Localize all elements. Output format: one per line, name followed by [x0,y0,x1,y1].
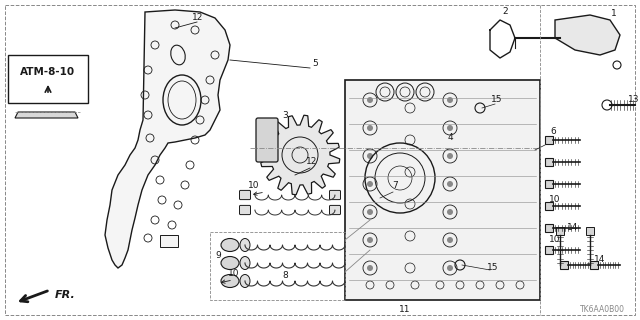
FancyBboxPatch shape [590,261,598,269]
Circle shape [447,181,453,187]
Circle shape [367,181,373,187]
FancyBboxPatch shape [256,118,278,162]
FancyBboxPatch shape [586,227,594,235]
Text: 8: 8 [282,270,288,279]
Circle shape [367,97,373,103]
Circle shape [367,237,373,243]
FancyBboxPatch shape [545,180,553,188]
Polygon shape [15,112,78,118]
FancyBboxPatch shape [545,136,553,144]
Circle shape [367,153,373,159]
Text: 3: 3 [282,110,288,119]
Text: 6: 6 [550,126,556,135]
Text: 10: 10 [549,196,561,204]
Ellipse shape [221,257,239,269]
Circle shape [447,209,453,215]
Text: 14: 14 [567,223,579,233]
Ellipse shape [221,275,239,287]
FancyBboxPatch shape [330,205,340,215]
Text: ATM-8-10: ATM-8-10 [20,67,76,77]
Polygon shape [555,15,620,55]
FancyBboxPatch shape [556,227,564,235]
Text: 11: 11 [399,306,411,315]
Text: 5: 5 [312,60,318,68]
Text: 7: 7 [392,181,398,190]
Text: 12: 12 [192,13,204,22]
Text: 4: 4 [447,133,453,142]
Text: 2: 2 [502,6,508,15]
Ellipse shape [240,257,250,269]
Circle shape [447,153,453,159]
Text: 15: 15 [492,95,503,105]
Text: TK6AA0B00: TK6AA0B00 [580,305,625,314]
Circle shape [447,125,453,131]
Circle shape [447,265,453,271]
Circle shape [367,125,373,131]
Circle shape [447,237,453,243]
Text: 15: 15 [487,263,499,273]
FancyBboxPatch shape [8,55,88,103]
Text: 10: 10 [549,236,561,244]
FancyBboxPatch shape [160,235,178,247]
FancyBboxPatch shape [545,158,553,166]
FancyBboxPatch shape [345,80,540,300]
Polygon shape [260,115,340,195]
Text: 12: 12 [307,157,317,166]
Text: 1: 1 [611,10,617,19]
FancyBboxPatch shape [545,224,553,232]
Ellipse shape [240,238,250,252]
FancyBboxPatch shape [239,205,250,215]
FancyBboxPatch shape [545,246,553,254]
Text: 9: 9 [215,251,221,260]
Ellipse shape [221,238,239,252]
FancyBboxPatch shape [330,190,340,200]
Text: FR.: FR. [55,290,76,300]
Circle shape [367,209,373,215]
FancyBboxPatch shape [239,190,250,200]
FancyBboxPatch shape [545,202,553,210]
Text: 14: 14 [595,255,605,265]
Polygon shape [105,10,230,268]
Ellipse shape [240,275,250,287]
FancyBboxPatch shape [560,261,568,269]
Text: 13: 13 [628,95,640,105]
Text: 10: 10 [228,269,240,278]
Circle shape [367,265,373,271]
Text: 10: 10 [248,180,260,189]
Circle shape [447,97,453,103]
